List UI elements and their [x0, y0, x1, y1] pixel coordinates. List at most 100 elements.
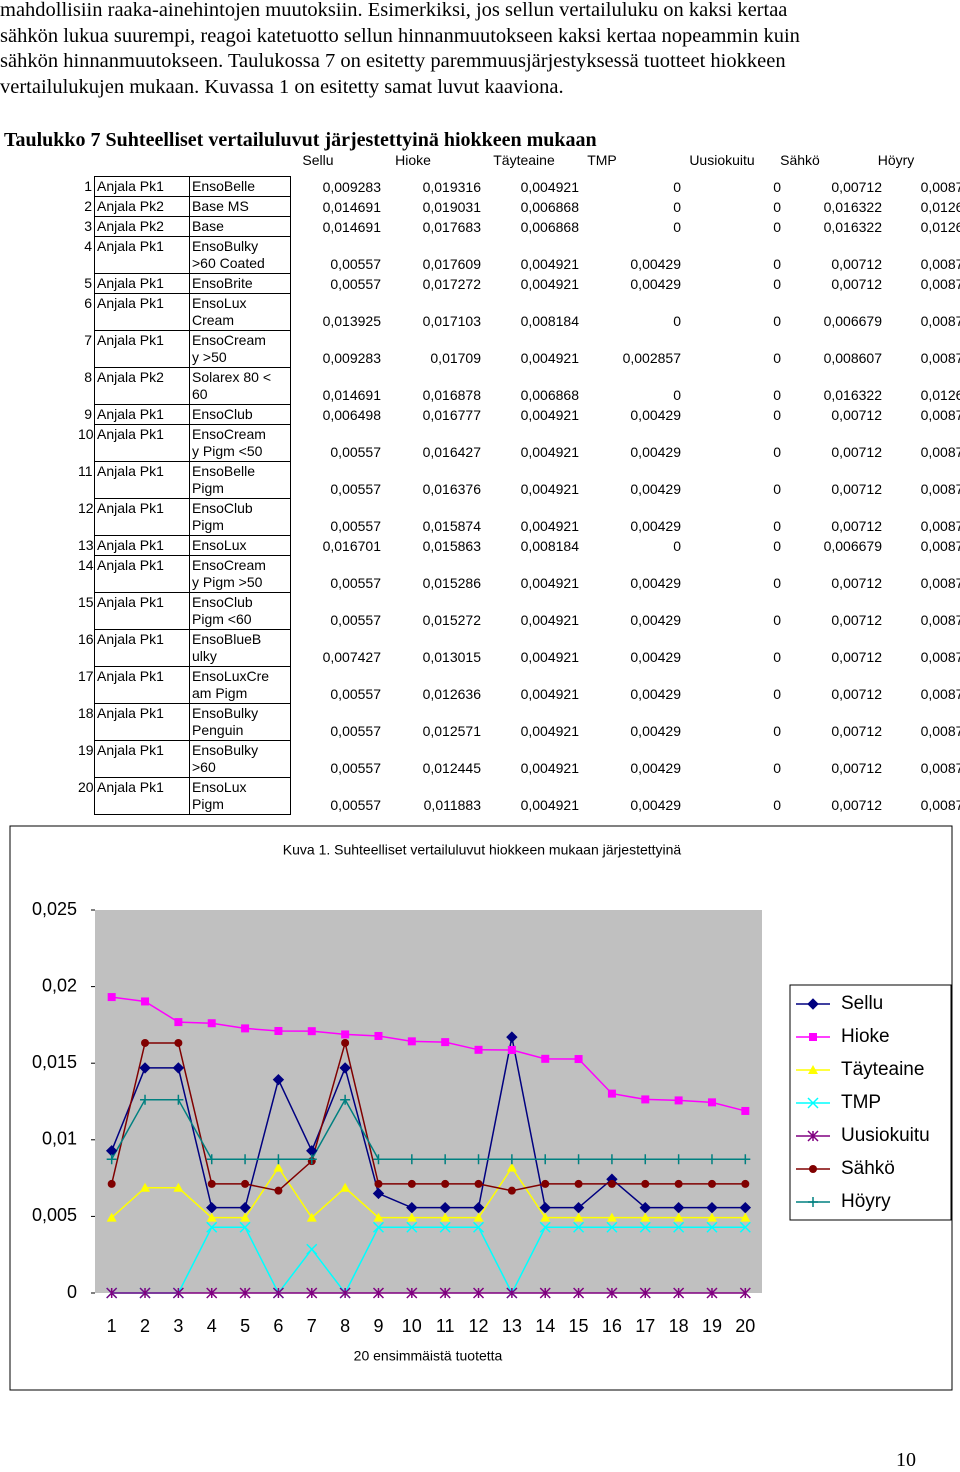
marker [741, 1106, 750, 1115]
y-tick-label: 0,005 [32, 1205, 77, 1225]
marker [606, 1212, 617, 1222]
table-cell: 0,017609 [422, 255, 481, 272]
marker [739, 1221, 751, 1233]
table-cell: 0 [773, 480, 781, 497]
marker [574, 1179, 583, 1188]
marker [706, 1154, 717, 1165]
table-cell: 0,00429 [630, 574, 681, 591]
table-cell: 15 [78, 593, 94, 610]
text-line: sähkön lukua suurempi, reagoi katetuotto… [0, 24, 800, 47]
table-cell: 0,006868 [520, 386, 579, 403]
table-cell: EnsoCream y Pigm >50 [189, 555, 291, 593]
marker [673, 1154, 684, 1165]
y-tick-label: 0 [67, 1282, 77, 1302]
table-cell: 0,00429 [630, 611, 681, 628]
table-cell: 0,00712 [831, 722, 882, 739]
marker [272, 1073, 285, 1086]
marker [740, 1212, 751, 1222]
table-cell: 0,00429 [630, 255, 681, 272]
table-cell: 0,016322 [823, 386, 882, 403]
table-cell: EnsoCream y Pigm <50 [189, 424, 291, 462]
table-cell: 0,004921 [520, 178, 579, 195]
table-cell: 0 [773, 198, 781, 215]
table-row: 8 Anjala Pk2 Solarex 80 < 60 0,014691 0,0168… [76, 367, 960, 405]
x-tick-label: 16 [602, 1316, 622, 1336]
column-header: Täyteaine [493, 152, 555, 168]
marker [473, 1154, 484, 1165]
marker [106, 1287, 118, 1299]
table-cell: 0,00712 [831, 574, 882, 591]
table-row: 12 Anjala Pk1 EnsoClub Pigm 0,00557 0,015874… [76, 498, 960, 536]
table-cell: Anjala Pk1 [94, 498, 190, 536]
marker [606, 1154, 617, 1165]
table-cell: 0,00712 [831, 255, 882, 272]
table-cell: 0,00557 [330, 796, 381, 813]
marker [207, 1179, 216, 1188]
marker [507, 1045, 516, 1054]
table-cell: 0,00557 [330, 443, 381, 460]
table-cell: 0 [773, 648, 781, 665]
column-header: Sellu [302, 152, 334, 168]
marker [809, 1165, 817, 1173]
table-cell: 0,006679 [823, 312, 882, 329]
table-cell: 0,01709 [430, 349, 481, 366]
marker [306, 1212, 317, 1222]
table-cell: 0 [673, 178, 681, 195]
table-cell: 0,008734 [920, 685, 960, 702]
table-cell: 14 [78, 556, 94, 573]
marker [140, 1094, 151, 1105]
table-cell: Anjala Pk2 [94, 196, 190, 217]
table-cell: Anjala Pk1 [94, 236, 190, 274]
table-cell: 0,00712 [831, 611, 882, 628]
table-cell: 0,013925 [322, 312, 381, 329]
table-cell: 0,008734 [920, 648, 960, 665]
table-cell: 0,012618 [920, 198, 960, 215]
x-tick-label: 13 [502, 1316, 522, 1336]
table-cell: 0 [773, 796, 781, 813]
table-cell: 0,016878 [422, 386, 481, 403]
table-cell: 0,002857 [622, 349, 681, 366]
marker [174, 1018, 183, 1027]
table-cell: 0,00429 [630, 685, 681, 702]
x-tick-label: 15 [569, 1316, 589, 1336]
table-row: 4 Anjala Pk1 EnsoBulky >60 Coated 0,00557 0,… [76, 236, 960, 274]
marker [607, 1089, 616, 1098]
x-tick-label: 7 [307, 1316, 317, 1336]
marker [506, 1154, 517, 1165]
marker [306, 1287, 318, 1299]
x-tick-label: 18 [669, 1316, 689, 1336]
legend-label: TMP [841, 1092, 881, 1113]
table-cell: 0 [773, 611, 781, 628]
marker [240, 1154, 251, 1165]
marker [573, 1221, 585, 1233]
table-cell: 0,004921 [520, 796, 579, 813]
table-cell: 0,00429 [630, 796, 681, 813]
table-cell: Anjala Pk1 [94, 404, 190, 425]
marker [341, 1038, 350, 1047]
table-cell: 0,00557 [330, 480, 381, 497]
figure-caption: Kuva 1. Suhteelliset vertailuluvut hiokk… [283, 842, 682, 858]
series-line [111, 1226, 746, 1295]
table-cell: 0,008734 [920, 722, 960, 739]
marker [573, 1287, 585, 1299]
legend-label: Uusiokuitu [841, 1125, 930, 1146]
marker [373, 1154, 384, 1165]
table-cell: 6 [84, 294, 92, 311]
column-header: Uusiokuitu [689, 152, 755, 168]
table-cell: 0 [773, 275, 781, 292]
marker [173, 1094, 184, 1105]
table-cell: EnsoBulky >60 Coated [189, 236, 291, 274]
table-row: 18 Anjala Pk1 EnsoBulky Penguin 0,00557 0,01… [76, 703, 960, 741]
table-cell: 0,00712 [831, 759, 882, 776]
table-cell: EnsoBlueB ulky [189, 629, 291, 667]
marker [706, 1221, 718, 1233]
legend-label: Hioke [841, 1026, 890, 1047]
column-header: Hioke [395, 152, 431, 168]
marker [440, 1154, 451, 1165]
marker [474, 1179, 483, 1188]
marker [506, 1162, 517, 1172]
x-tick-label: 19 [702, 1316, 722, 1336]
table-cell: 0 [773, 574, 781, 591]
table-cell: 0,009283 [322, 349, 381, 366]
marker [340, 1094, 351, 1105]
